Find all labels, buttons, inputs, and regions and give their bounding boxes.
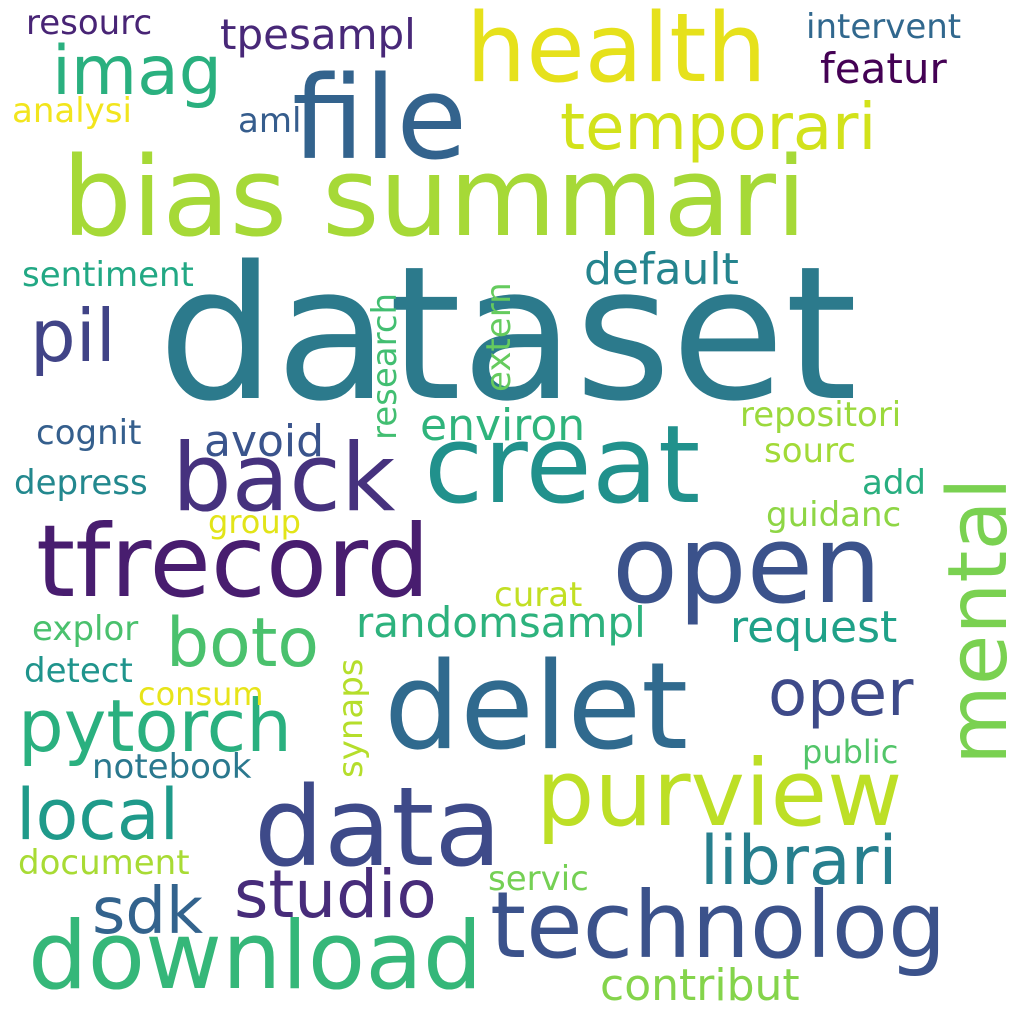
- word-sourc: sourc: [764, 431, 856, 471]
- word-file: file: [292, 52, 468, 186]
- word-resourc: resourc: [26, 3, 153, 43]
- word-intervent: intervent: [806, 7, 962, 47]
- word-explor: explor: [32, 609, 139, 649]
- word-guidanc: guidanc: [766, 495, 902, 535]
- word-dataset: dataset: [158, 226, 858, 442]
- word-cognit: cognit: [36, 413, 142, 453]
- word-oper: oper: [768, 657, 914, 731]
- word-group: group: [208, 503, 301, 541]
- word-contribut: contribut: [600, 960, 800, 1011]
- word-health: health: [466, 0, 767, 104]
- word-imag: imag: [52, 32, 222, 111]
- word-avoid: avoid: [204, 416, 325, 467]
- word-mental: mental: [931, 477, 1019, 765]
- word-back: back: [172, 424, 396, 533]
- word-randomsampl: randomsampl: [356, 598, 646, 647]
- word-download: download: [28, 902, 483, 1011]
- word-synaps: synaps: [331, 658, 371, 778]
- word-boto: boto: [166, 604, 320, 683]
- word-default: default: [584, 244, 739, 295]
- word-aml: aml: [238, 101, 302, 141]
- word-data: data: [254, 763, 502, 891]
- word-add: add: [862, 463, 926, 503]
- word-bias-summari: bias summari: [62, 133, 807, 261]
- word-detect: detect: [24, 651, 133, 691]
- word-repositori: repositori: [740, 395, 902, 435]
- word-librari: librari: [700, 822, 898, 901]
- word-curat: curat: [494, 575, 583, 615]
- word-research: research: [365, 292, 405, 440]
- word-analysi: analysi: [12, 91, 132, 131]
- word-pil: pil: [30, 294, 116, 378]
- word-local: local: [16, 774, 180, 856]
- word-delet: delet: [384, 638, 689, 777]
- word-temporari: temporari: [560, 91, 877, 165]
- word-tfrecord: tfrecord: [36, 503, 430, 620]
- word-request: request: [730, 602, 898, 653]
- word-extern: extern: [479, 282, 519, 392]
- word-technolog: technolog: [490, 872, 947, 979]
- word-public: public: [802, 733, 899, 771]
- word-consum: consum: [138, 675, 264, 713]
- word-notebook: notebook: [92, 747, 252, 787]
- word-sdk: sdk: [92, 875, 204, 949]
- word-open: open: [612, 503, 882, 628]
- word-studio: studio: [234, 856, 437, 933]
- word-environ: environ: [420, 400, 586, 451]
- word-purview: purview: [536, 740, 903, 847]
- word-depress: depress: [14, 463, 148, 503]
- word-servic: servic: [488, 859, 589, 899]
- word-featur: featur: [820, 44, 947, 93]
- word-tpesampl: tpesampl: [220, 10, 416, 59]
- word-document: document: [18, 843, 190, 883]
- word-creat: creat: [424, 403, 701, 528]
- word-sentiment: sentiment: [22, 255, 194, 295]
- word-pytorch: pytorch: [18, 684, 292, 768]
